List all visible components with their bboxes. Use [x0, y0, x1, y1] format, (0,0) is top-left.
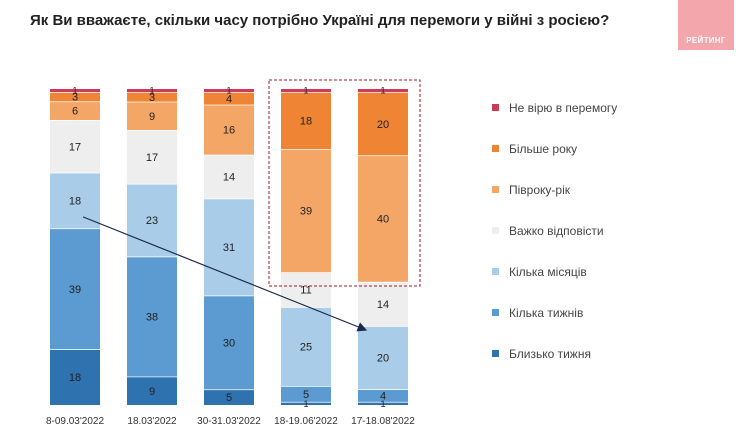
data-label: 4 — [226, 93, 232, 105]
data-label: 1 — [303, 399, 308, 409]
bar-segment — [281, 92, 331, 150]
data-label: 39 — [69, 284, 81, 296]
chart-title: Як Ви вважаєте, скільки часу потрібно Ук… — [30, 12, 610, 29]
x-tick-label: 17-18.08'2022 — [351, 416, 415, 427]
legend-label: Важко відповісти — [509, 224, 604, 238]
bar-segment — [204, 198, 254, 296]
legend-swatch — [492, 186, 499, 193]
data-label: 20 — [377, 353, 389, 365]
data-label: 23 — [146, 215, 158, 227]
data-label: 1 — [149, 86, 154, 96]
rating-logo: РЕЙТИНГ — [678, 0, 734, 50]
bar-segment — [127, 92, 177, 102]
bar-segment — [127, 101, 177, 131]
data-label: 11 — [300, 285, 311, 297]
data-label: 16 — [223, 125, 235, 137]
data-label: 18 — [69, 196, 81, 208]
data-label: 17 — [146, 152, 158, 164]
bar-segment — [358, 92, 408, 156]
bar-segment — [204, 92, 254, 105]
legend-swatch — [492, 350, 499, 357]
bar-segment — [358, 389, 408, 402]
legend-swatch — [492, 104, 499, 111]
data-label: 5 — [303, 389, 309, 401]
bar-segment — [50, 228, 100, 350]
bar-segment — [281, 386, 331, 402]
bar-segment — [204, 295, 254, 390]
bar-segment — [358, 326, 408, 390]
legend-label: Близько тижня — [509, 347, 591, 361]
data-label: 38 — [146, 312, 158, 324]
data-label: 31 — [223, 242, 235, 254]
bar-segment — [50, 349, 100, 405]
bar-segment — [358, 281, 408, 326]
bar-segment — [204, 104, 254, 155]
data-label: 1 — [303, 86, 308, 96]
bar-segment — [281, 272, 331, 308]
legend-swatch — [492, 145, 499, 152]
data-label: 5 — [226, 392, 232, 404]
data-label: 1 — [380, 399, 385, 409]
bar-segment — [204, 154, 254, 199]
data-label: 1 — [226, 86, 231, 96]
highlight-box — [268, 79, 421, 287]
data-label: 3 — [149, 92, 155, 104]
bar-segment — [358, 89, 408, 93]
bar-segment — [50, 172, 100, 229]
data-label: 40 — [377, 214, 389, 226]
x-tick-label: 18.03'2022 — [127, 416, 177, 427]
legend-swatch — [492, 309, 499, 316]
data-label: 18 — [300, 116, 312, 128]
data-label: 25 — [300, 342, 312, 354]
bar-segment — [204, 89, 254, 93]
bar-segment — [50, 89, 100, 93]
data-label: 6 — [72, 106, 78, 118]
bar-segment — [281, 89, 331, 93]
x-tick-label: 18-19.06'2022 — [274, 416, 338, 427]
data-label: 4 — [380, 391, 386, 403]
bar-segment — [127, 256, 177, 377]
data-label: 1 — [380, 86, 385, 96]
bar-segment — [50, 101, 100, 120]
legend-label: Не вірю в перемогу — [509, 101, 618, 115]
logo-text: РЕЙТИНГ — [686, 36, 726, 45]
bar-segment — [204, 389, 254, 405]
legend-label: Півроку-рік — [509, 183, 570, 197]
legend-label: Кілька місяців — [509, 265, 587, 279]
data-label: 9 — [149, 386, 155, 398]
bar-segment — [50, 119, 100, 173]
bar-segment — [127, 89, 177, 93]
bar-segment — [358, 401, 408, 405]
legend-swatch — [492, 268, 499, 275]
bar-segment — [281, 401, 331, 405]
data-label: 20 — [377, 119, 389, 131]
bar-segment — [50, 92, 100, 102]
data-label: 17 — [69, 141, 81, 153]
bar-segment — [127, 130, 177, 184]
x-tick-label: 30-31.03'2022 — [197, 416, 261, 427]
data-label: 39 — [300, 206, 312, 218]
data-label: 14 — [223, 172, 235, 184]
legend-label: Більше року — [509, 142, 578, 156]
data-label: 3 — [72, 92, 78, 104]
trend-arrow — [82, 216, 368, 332]
legend-label: Кілька тижнів — [509, 306, 584, 320]
bar-segment — [281, 149, 331, 273]
data-label: 1 — [72, 86, 77, 96]
data-label: 14 — [377, 299, 389, 311]
x-tick-label: 8-09.03'2022 — [46, 416, 105, 427]
data-label: 18 — [69, 372, 81, 384]
bar-segment — [127, 376, 177, 405]
bar-segment — [358, 155, 408, 282]
data-label: 9 — [149, 111, 155, 123]
bar-segment — [281, 307, 331, 387]
data-label: 30 — [223, 337, 235, 349]
legend-swatch — [492, 227, 499, 234]
